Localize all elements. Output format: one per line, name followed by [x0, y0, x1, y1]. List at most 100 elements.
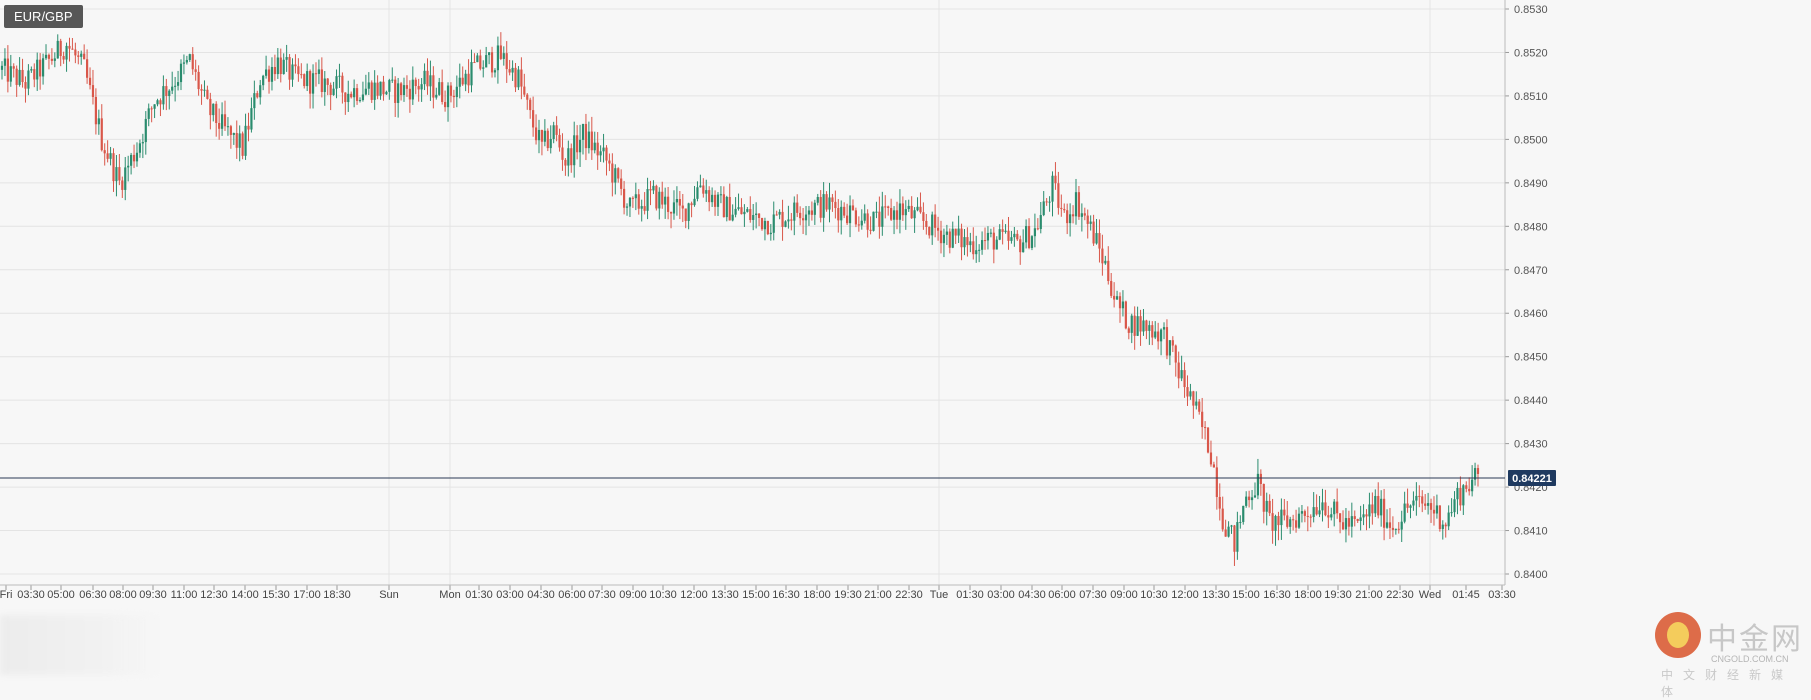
- candle-body: [461, 77, 464, 85]
- candle-body: [1133, 315, 1136, 336]
- candle-body: [907, 205, 910, 210]
- candle-body: [1159, 329, 1163, 342]
- candle-body: [1118, 296, 1122, 309]
- candle-body: [355, 88, 359, 101]
- candle-body: [182, 62, 186, 64]
- candle-body: [1418, 495, 1421, 497]
- candle-body: [385, 91, 388, 95]
- candle-body: [455, 86, 458, 98]
- candle-body: [760, 217, 764, 230]
- candle-body: [1077, 192, 1081, 217]
- candle-body: [226, 126, 230, 128]
- candle-body: [1171, 340, 1174, 346]
- candle-body: [963, 237, 966, 248]
- candle-body: [934, 214, 937, 228]
- candle-body: [1421, 496, 1424, 504]
- x-tick-label: 13:30: [1202, 589, 1230, 601]
- candle-body: [297, 66, 300, 75]
- watermark-brand: 中金网: [1707, 622, 1803, 657]
- candle-body: [587, 131, 590, 149]
- candle-body: [558, 134, 561, 148]
- candle-body: [1142, 320, 1145, 332]
- candle-body: [12, 66, 15, 69]
- candle-body: [1198, 401, 1201, 412]
- candle-body: [705, 190, 708, 194]
- candle-body: [611, 163, 614, 183]
- x-tick-label: 03:00: [496, 589, 524, 601]
- candle-body: [895, 210, 899, 220]
- candle-body: [687, 203, 690, 221]
- x-tick-label: 04:30: [1018, 589, 1046, 601]
- candle-body: [1127, 328, 1130, 333]
- candle-body: [625, 206, 629, 208]
- candle-body: [141, 142, 144, 144]
- candle-body: [790, 219, 793, 221]
- candle-body: [1036, 228, 1039, 230]
- candle-body: [1183, 370, 1186, 388]
- candle-body: [100, 118, 103, 151]
- candle-body: [344, 92, 347, 103]
- candle-body: [232, 132, 235, 135]
- candle-body: [1042, 201, 1045, 216]
- candle-body: [405, 85, 409, 89]
- candle-body: [21, 69, 24, 83]
- candle-body: [529, 99, 532, 111]
- candle-body: [1441, 524, 1444, 529]
- candle-body: [1429, 503, 1433, 510]
- candle-body: [1230, 525, 1233, 527]
- candle-body: [957, 228, 960, 236]
- candle-body: [1019, 239, 1022, 253]
- candle-body: [397, 83, 400, 103]
- candle-body: [65, 45, 68, 60]
- candle-body: [1300, 511, 1304, 514]
- candle-body: [784, 221, 787, 227]
- candle-body: [288, 57, 291, 80]
- candle-body: [259, 85, 262, 98]
- candle-body: [602, 147, 605, 152]
- candle-body: [303, 74, 306, 87]
- candle-body: [220, 114, 224, 129]
- candle-body: [320, 69, 323, 93]
- candle-body: [1432, 509, 1436, 514]
- current-price-badge: [1508, 469, 1556, 486]
- candle-body: [209, 98, 212, 116]
- candle-body: [464, 73, 467, 85]
- candle-body: [244, 125, 247, 156]
- candle-body: [1289, 519, 1292, 527]
- candle-body: [476, 55, 479, 63]
- x-tick-label: 09:00: [619, 589, 647, 601]
- candle-body: [757, 213, 761, 218]
- x-tick-label: 19:30: [1324, 589, 1352, 601]
- x-tick-label: 08:00: [109, 589, 137, 601]
- candle-body: [1212, 464, 1216, 468]
- candle-body: [77, 55, 80, 57]
- candle-body: [399, 83, 403, 96]
- candle-body: [1107, 260, 1110, 282]
- logo-circle-icon: [1655, 612, 1701, 658]
- candle-body: [508, 69, 511, 73]
- candle-body: [649, 189, 652, 191]
- candle-body: [913, 210, 916, 219]
- candle-body: [925, 220, 928, 227]
- candle-body: [840, 206, 843, 221]
- candle-body: [156, 100, 159, 105]
- candle-body: [353, 88, 356, 98]
- candle-body: [402, 85, 406, 96]
- candle-body: [74, 49, 77, 56]
- candle-body: [36, 59, 39, 80]
- candle-body: [810, 210, 813, 215]
- blurred-region: [0, 615, 160, 675]
- candle-body: [708, 190, 711, 203]
- candle-body: [640, 206, 643, 209]
- x-tick-label: 05:00: [47, 589, 75, 601]
- candle-body: [1427, 503, 1430, 506]
- candle-body: [1136, 316, 1139, 336]
- candle-body: [250, 108, 253, 130]
- candle-body: [1359, 517, 1362, 521]
- x-tick-label: 22:30: [895, 589, 923, 601]
- candle-body: [83, 53, 86, 60]
- candle-body: [1344, 518, 1348, 530]
- candle-body: [1086, 215, 1089, 224]
